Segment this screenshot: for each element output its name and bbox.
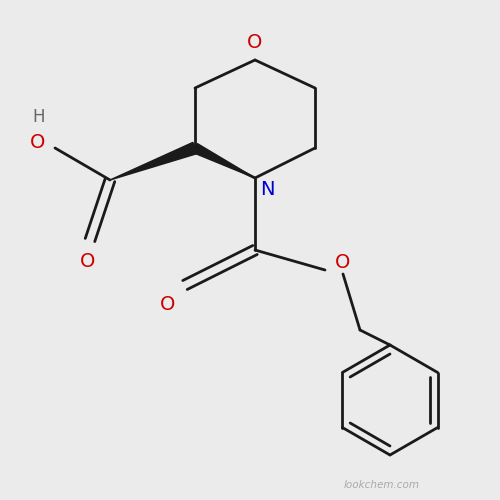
Text: O: O [335,252,350,272]
Text: N: N [260,180,274,199]
Text: O: O [80,252,96,271]
Polygon shape [110,142,197,180]
Text: O: O [30,134,45,152]
Text: O: O [160,295,175,314]
Text: H: H [32,108,45,126]
Text: O: O [248,33,262,52]
Polygon shape [193,144,255,178]
Text: lookchem.com: lookchem.com [344,480,420,490]
